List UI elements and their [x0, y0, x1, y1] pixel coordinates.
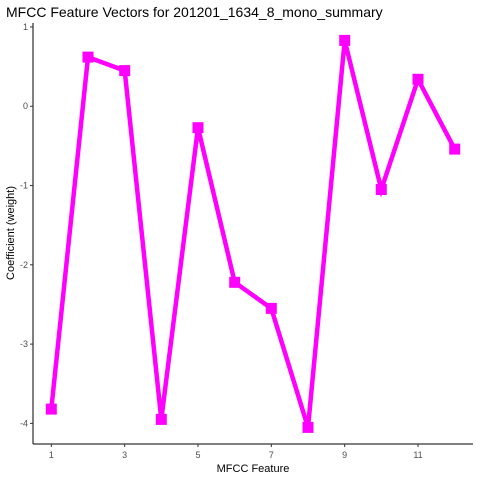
- data-point: [82, 51, 94, 63]
- y-tick-label: 1: [23, 22, 28, 32]
- plot-area: [45, 34, 461, 433]
- y-axis-title: Coefficient (weight): [5, 186, 17, 280]
- x-tick-label: 9: [342, 450, 347, 460]
- x-tick-label: 7: [269, 450, 274, 460]
- y-tick-label: -3: [20, 339, 28, 349]
- data-point: [192, 122, 204, 134]
- data-point: [302, 421, 314, 433]
- x-tick-label: 1: [49, 450, 54, 460]
- x-axis-title: MFCC Feature: [217, 463, 290, 475]
- data-point: [449, 143, 461, 155]
- y-tick-label: -4: [20, 418, 28, 428]
- data-point: [375, 184, 387, 195]
- data-point: [119, 65, 131, 77]
- series-line: [49, 39, 457, 429]
- x-tick-label: 11: [413, 450, 422, 460]
- data-point: [412, 73, 424, 85]
- x-tick-label: 5: [195, 450, 200, 460]
- data-point: [339, 34, 351, 46]
- y-tick-label: -1: [20, 181, 28, 191]
- y-tick-label: -2: [20, 260, 28, 270]
- x-tick-label: 3: [122, 450, 127, 460]
- x-axis-ticks: 1 3 5 7 9 11: [49, 444, 423, 460]
- y-axis-ticks: 1 0 -1 -2 -3 -4: [20, 22, 33, 428]
- data-point: [155, 413, 167, 425]
- data-point: [229, 276, 241, 288]
- chart-title: MFCC Feature Vectors for 201201_1634_8_m…: [6, 4, 383, 20]
- data-point: [265, 302, 277, 314]
- y-tick-label: 0: [23, 101, 28, 111]
- data-point: [45, 403, 57, 415]
